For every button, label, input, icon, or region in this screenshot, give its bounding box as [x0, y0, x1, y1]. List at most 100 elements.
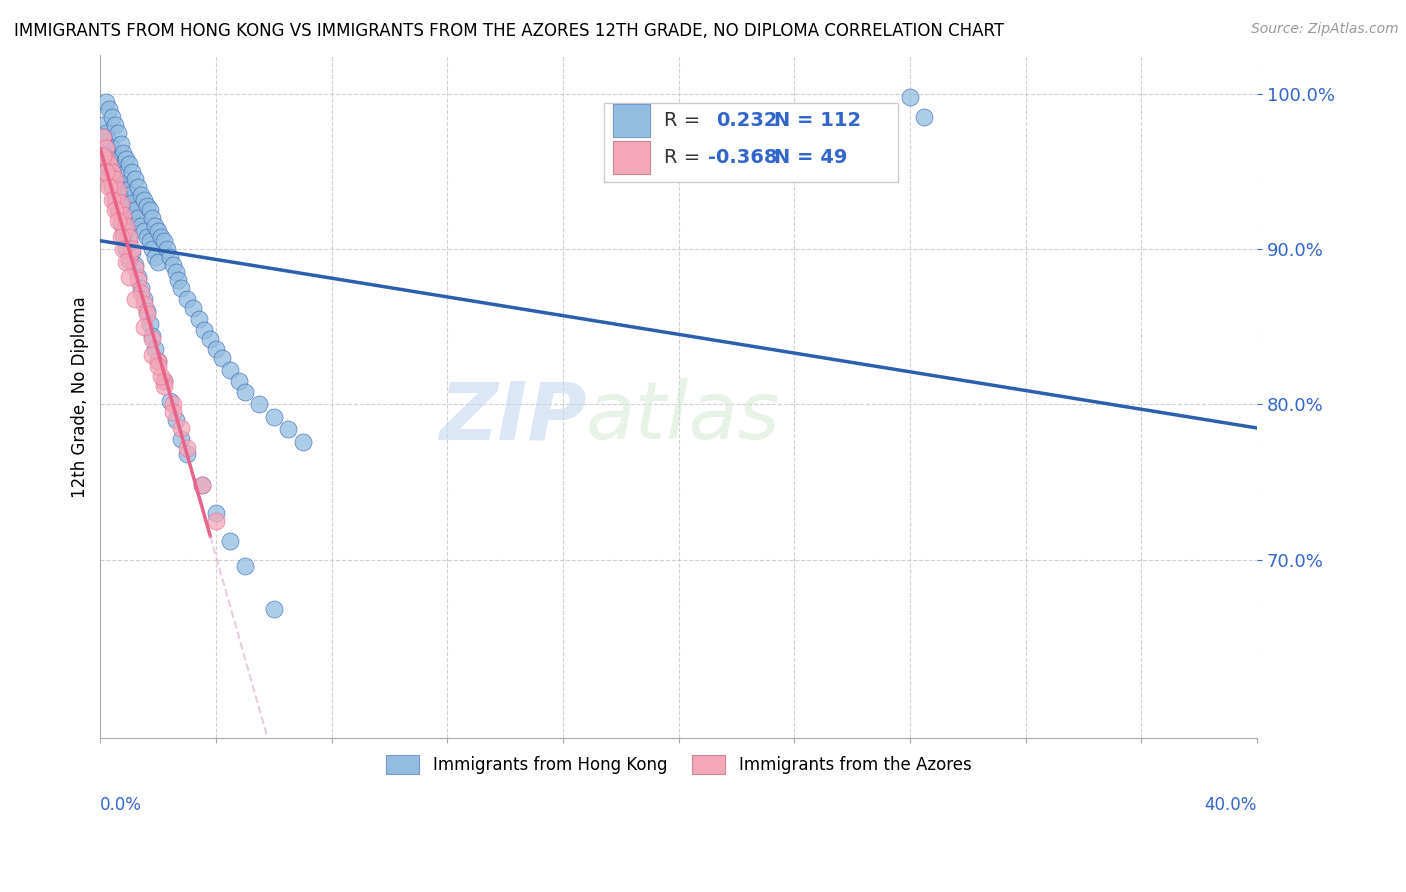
Point	[94, 141, 117, 155]
Point	[159, 394, 181, 409]
Point	[101, 193, 124, 207]
FancyBboxPatch shape	[613, 104, 650, 137]
Point	[148, 223, 170, 237]
Point	[135, 307, 157, 321]
Text: Source: ZipAtlas.com: Source: ZipAtlas.com	[1251, 22, 1399, 37]
Point	[124, 258, 146, 272]
Point	[118, 157, 141, 171]
Text: 0.0%: 0.0%	[100, 797, 142, 814]
Text: ZIP: ZIP	[439, 378, 586, 456]
Point	[98, 180, 121, 194]
Point	[94, 141, 117, 155]
Point	[91, 130, 114, 145]
Point	[118, 187, 141, 202]
Point	[112, 208, 135, 222]
FancyBboxPatch shape	[603, 103, 898, 181]
Point	[110, 136, 132, 151]
Text: 40.0%: 40.0%	[1205, 797, 1257, 814]
Text: -0.368: -0.368	[707, 148, 778, 168]
Point	[159, 250, 181, 264]
Point	[115, 183, 138, 197]
Point	[129, 219, 152, 233]
Point	[115, 254, 138, 268]
Point	[132, 292, 155, 306]
Text: N = 49: N = 49	[773, 148, 846, 168]
Point	[898, 90, 921, 104]
Point	[219, 363, 242, 377]
Point	[150, 369, 173, 384]
Point	[141, 242, 163, 256]
Point	[176, 441, 198, 455]
Point	[110, 195, 132, 210]
Point	[107, 203, 129, 218]
Point	[107, 126, 129, 140]
Point	[138, 235, 160, 249]
Point	[148, 354, 170, 368]
Point	[101, 164, 124, 178]
Point	[162, 405, 184, 419]
Point	[115, 199, 138, 213]
Point	[112, 211, 135, 226]
Point	[104, 203, 127, 218]
Point	[104, 176, 127, 190]
Point	[170, 420, 193, 434]
Point	[101, 180, 124, 194]
Point	[176, 292, 198, 306]
Point	[112, 177, 135, 191]
Point	[118, 229, 141, 244]
Text: atlas: atlas	[586, 378, 780, 456]
Point	[115, 222, 138, 236]
Point	[121, 195, 143, 210]
Point	[211, 351, 233, 365]
Point	[115, 152, 138, 166]
Point	[101, 180, 124, 194]
Point	[107, 214, 129, 228]
Point	[124, 260, 146, 275]
Point	[233, 558, 256, 573]
Point	[156, 242, 179, 256]
Point	[104, 193, 127, 207]
Point	[205, 342, 228, 356]
Point	[91, 149, 114, 163]
Point	[143, 250, 166, 264]
Point	[148, 359, 170, 373]
Point	[190, 478, 212, 492]
Point	[98, 157, 121, 171]
Point	[141, 211, 163, 226]
Point	[121, 164, 143, 178]
Point	[132, 193, 155, 207]
Point	[118, 203, 141, 218]
Point	[132, 319, 155, 334]
Point	[94, 157, 117, 171]
Point	[135, 199, 157, 213]
Point	[205, 506, 228, 520]
Y-axis label: 12th Grade, No Diploma: 12th Grade, No Diploma	[72, 296, 89, 498]
Point	[110, 183, 132, 197]
Point	[98, 103, 121, 117]
Point	[91, 130, 114, 145]
Point	[118, 253, 141, 268]
Point	[115, 219, 138, 233]
Point	[129, 281, 152, 295]
Point	[162, 397, 184, 411]
Point	[132, 296, 155, 310]
Point	[914, 110, 936, 124]
Point	[170, 281, 193, 295]
Point	[118, 235, 141, 249]
Point	[193, 323, 215, 337]
Point	[112, 223, 135, 237]
Point	[135, 304, 157, 318]
Point	[233, 384, 256, 399]
Point	[107, 177, 129, 191]
Point	[190, 478, 212, 492]
Point	[162, 258, 184, 272]
Point	[121, 242, 143, 256]
Point	[112, 145, 135, 160]
Point	[124, 203, 146, 218]
FancyBboxPatch shape	[613, 142, 650, 174]
Point	[94, 126, 117, 140]
Point	[165, 413, 187, 427]
Point	[91, 118, 114, 132]
Point	[132, 223, 155, 237]
Point	[247, 397, 270, 411]
